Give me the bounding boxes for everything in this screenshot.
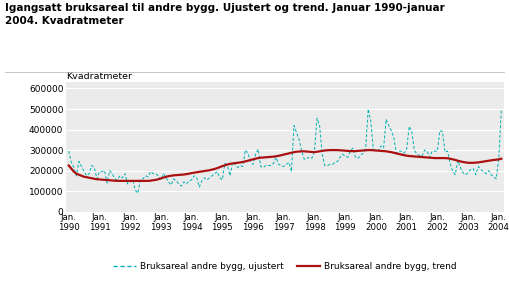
Text: Kvadratmeter: Kvadratmeter — [66, 72, 132, 81]
Text: Igangsatt bruksareal til andre bygg. Ujustert og trend. Januar 1990-januar
2004.: Igangsatt bruksareal til andre bygg. Uju… — [5, 3, 445, 26]
Legend: Bruksareal andre bygg, ujustert, Bruksareal andre bygg, trend: Bruksareal andre bygg, ujustert, Bruksar… — [109, 258, 461, 274]
